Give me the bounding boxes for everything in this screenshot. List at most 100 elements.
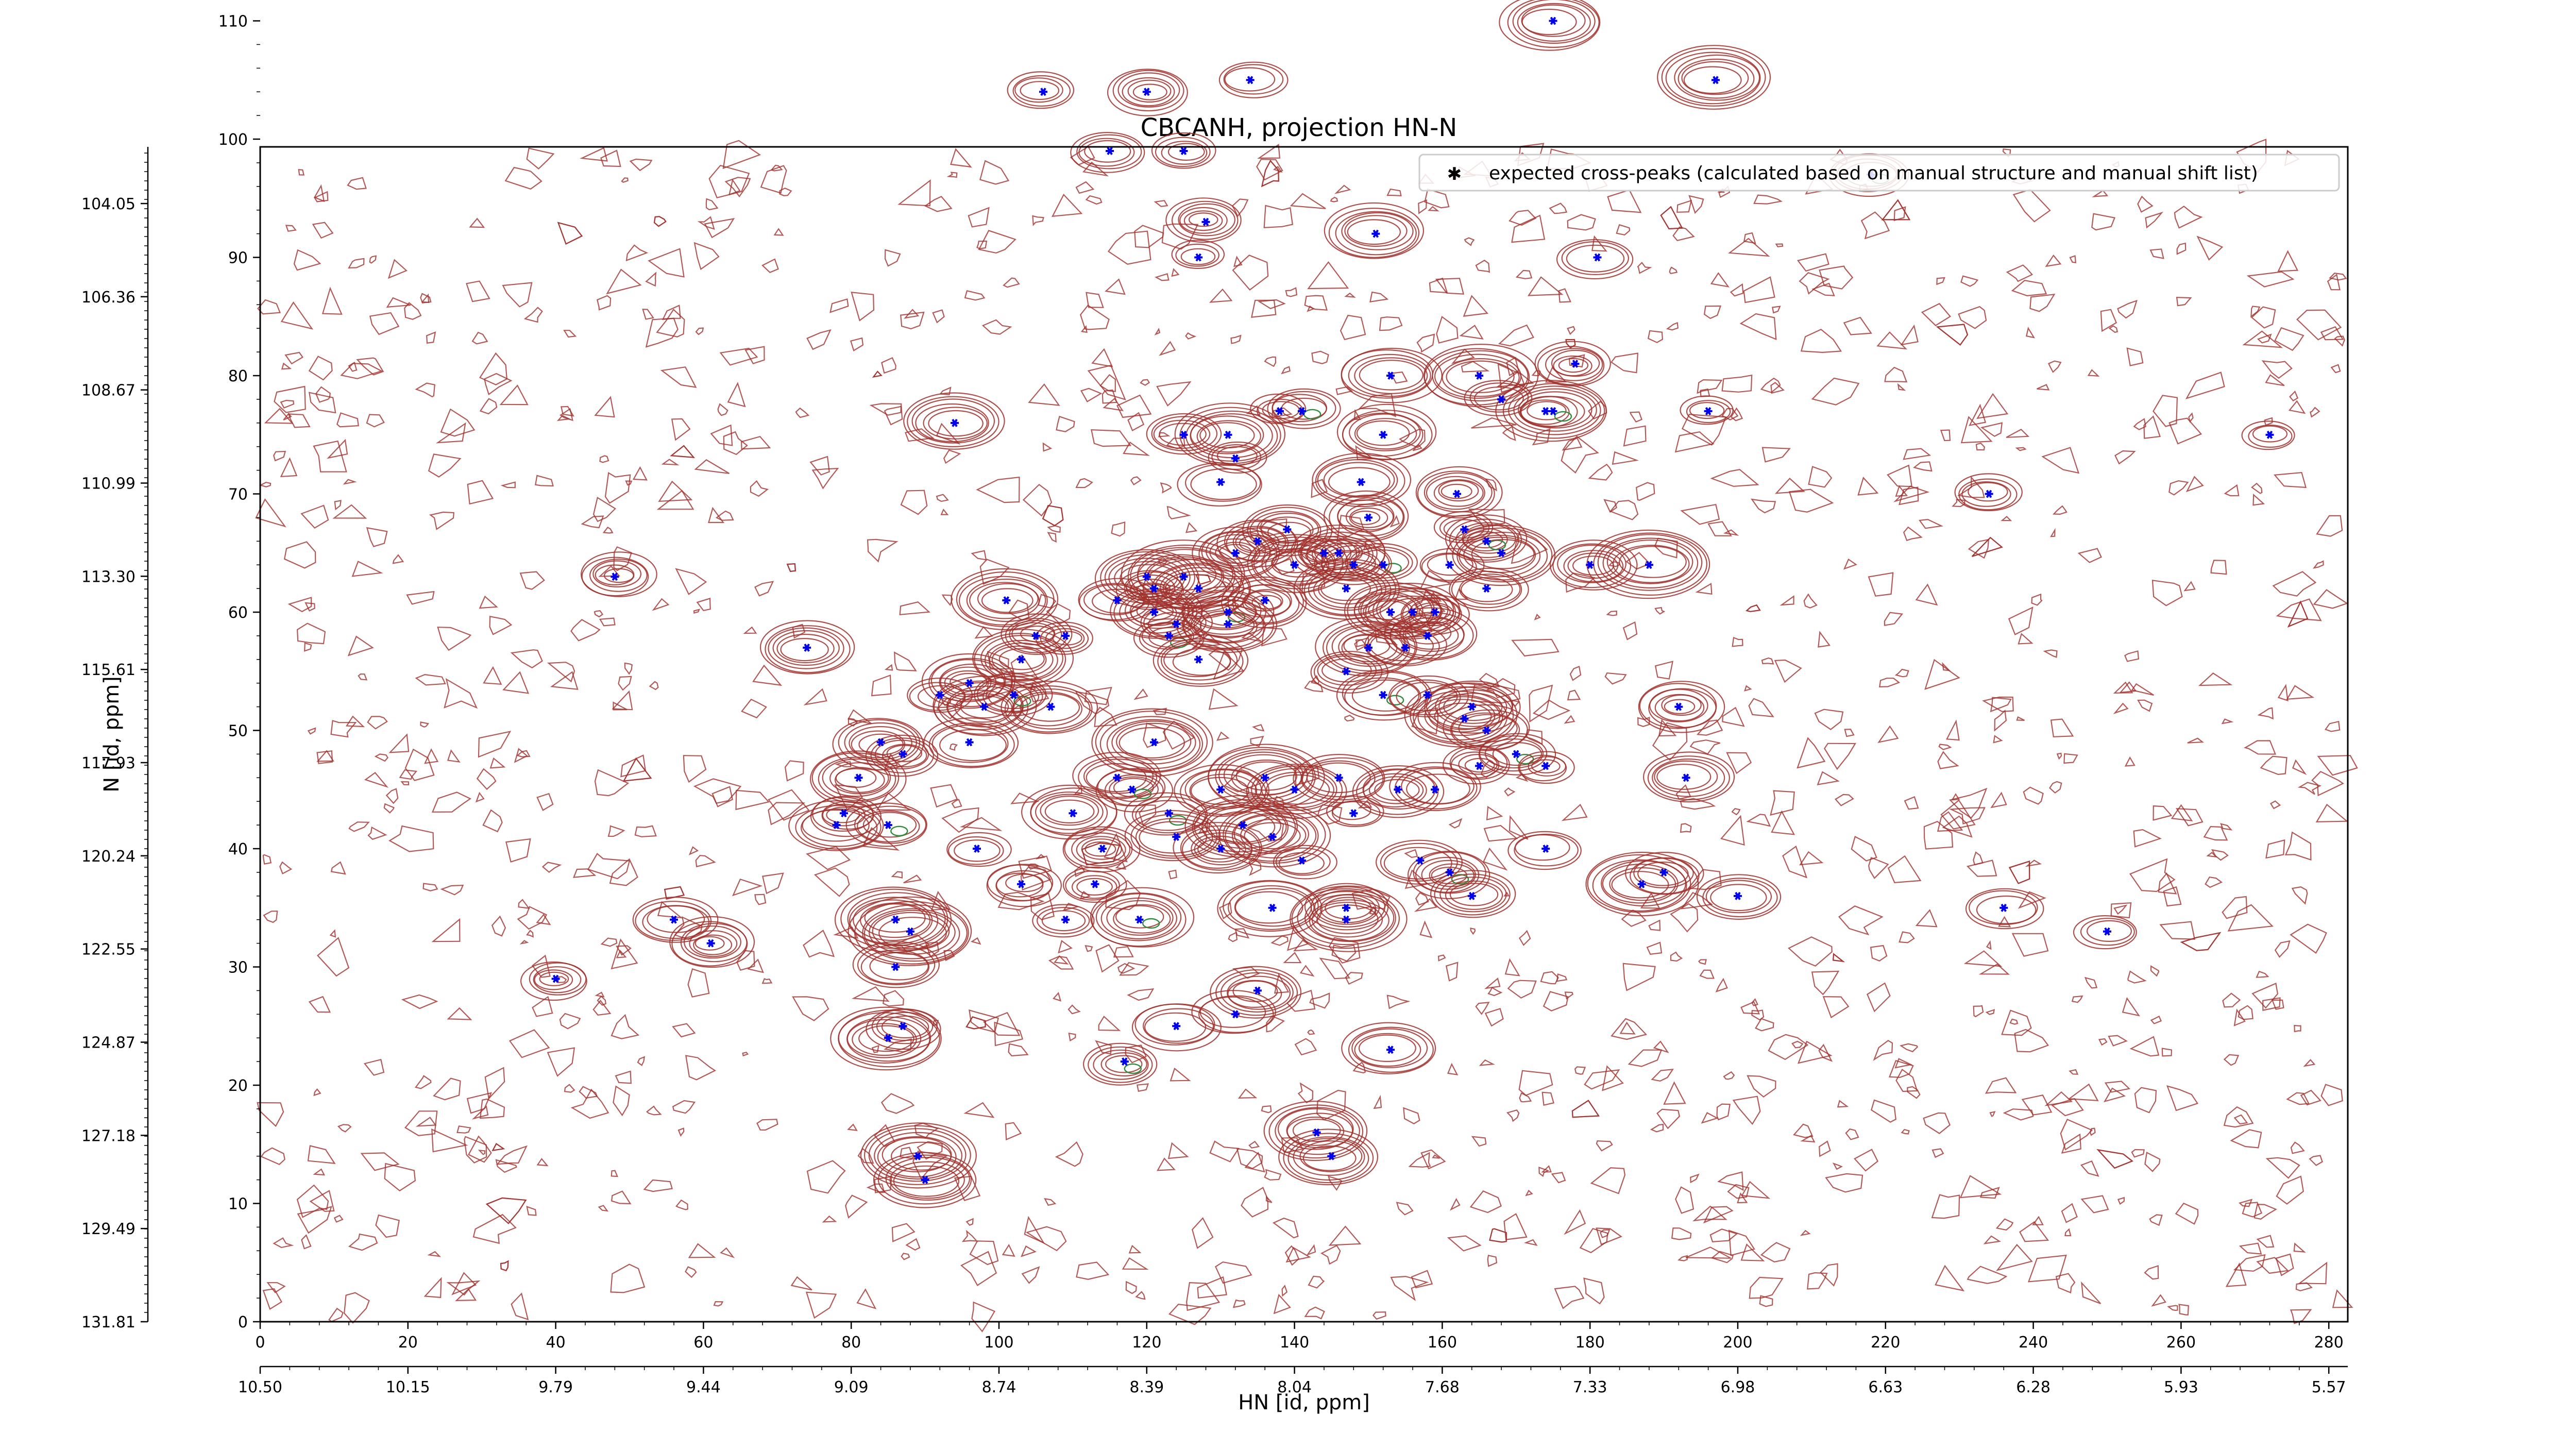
peak-marker <box>1364 643 1372 652</box>
peak-contour <box>923 407 988 440</box>
peak-contour <box>1072 751 1161 800</box>
peak-contour <box>1458 754 1498 775</box>
noise-contour <box>1241 1187 1269 1218</box>
noise-contour <box>2288 400 2306 414</box>
noise-contour <box>936 494 949 502</box>
y-ppm-tick-label: 115.61 <box>81 661 135 679</box>
noise-contour <box>2256 1235 2275 1248</box>
noise-contour <box>954 1175 981 1201</box>
peak-contour <box>1178 203 1236 237</box>
noise-contour <box>2277 684 2289 702</box>
peak-marker <box>1268 903 1277 912</box>
noise-contour <box>1399 428 1426 448</box>
noise-contour <box>1803 593 1818 609</box>
negative-contour <box>890 825 908 837</box>
peak-contour <box>1324 202 1425 259</box>
noise-contour <box>611 1170 619 1177</box>
peak-contour <box>1275 847 1331 876</box>
noise-contour <box>1750 498 1776 514</box>
peak-marker <box>1423 690 1432 699</box>
noise-contour <box>356 357 384 376</box>
noise-contour <box>2166 1085 2199 1111</box>
noise-contour <box>1976 393 2009 419</box>
noise-contour <box>431 1128 468 1153</box>
noise-contour <box>2150 1015 2162 1024</box>
noise-contour <box>752 664 783 686</box>
noise-contour <box>1793 1123 1814 1138</box>
peak-marker <box>1453 490 1462 498</box>
noise-contour <box>687 968 710 998</box>
peak-contour <box>874 1132 963 1180</box>
noise-contour <box>1127 988 1155 1001</box>
noise-contour <box>867 538 899 563</box>
noise-contour <box>1379 316 1403 331</box>
noise-contour <box>2124 756 2136 767</box>
noise-contour <box>2221 718 2234 724</box>
noise-contour <box>2294 1024 2301 1033</box>
noise-contour <box>2238 1005 2253 1020</box>
noise-contour <box>2251 306 2276 329</box>
peak-contour <box>1115 905 1164 929</box>
noise-contour <box>1889 1059 1914 1078</box>
noise-contour <box>2257 333 2272 344</box>
noise-contour <box>2023 786 2044 805</box>
noise-contour <box>1663 1081 1686 1105</box>
peak-contour <box>534 969 573 990</box>
noise-contour <box>1125 1280 1137 1294</box>
noise-contour <box>1523 1239 1538 1246</box>
peak-marker <box>1179 572 1188 581</box>
noise-contour <box>1656 1108 1681 1130</box>
noise-contour <box>483 666 502 685</box>
noise-contour <box>1819 1140 1831 1157</box>
noise-contour <box>2027 1254 2067 1283</box>
noise-contour <box>1692 1205 1727 1222</box>
peak-marker <box>1423 631 1432 640</box>
peak-contour <box>930 659 1006 702</box>
noise-contour <box>1307 1029 1315 1035</box>
peak-marker <box>1475 372 1484 380</box>
noise-contour <box>1894 1058 1913 1069</box>
peak-contour <box>1251 595 1282 610</box>
noise-contour <box>1002 1243 1015 1257</box>
peak-contour <box>1244 591 1283 612</box>
peak-contour <box>1439 877 1507 913</box>
peak-marker <box>670 915 678 924</box>
peak-marker <box>921 1175 929 1184</box>
peak-contour <box>1954 473 2023 512</box>
noise-contour <box>732 878 763 897</box>
noise-contour <box>1825 1173 1863 1193</box>
peak-marker <box>951 418 959 427</box>
peak-contour <box>1318 574 1378 605</box>
noise-contour <box>2309 1155 2323 1166</box>
noise-contour <box>296 622 326 645</box>
noise-contour <box>2167 1305 2178 1311</box>
peak-contour <box>1004 685 1093 733</box>
noise-contour <box>1042 504 1064 527</box>
noise-contour <box>1727 1184 1750 1199</box>
noise-contour <box>1046 603 1071 625</box>
noise-contour <box>1915 909 1938 928</box>
noise-contour <box>404 748 435 781</box>
peak-contour <box>1117 72 1180 108</box>
peak-contour <box>1341 212 1414 250</box>
noise-contour <box>979 160 1010 185</box>
noise-contour <box>2127 970 2147 984</box>
noise-contour <box>1753 194 1783 205</box>
peak-marker <box>980 702 989 711</box>
peak-contour <box>1184 795 1298 858</box>
peak-marker <box>1150 738 1159 747</box>
x-ppm-axis: 10.50 10.15 9.79 9.44 9.09 8.74 8.39 8.04 7.68 7.… <box>238 1366 2348 1396</box>
noise-contour <box>1185 332 1197 340</box>
noise-contour <box>573 868 597 878</box>
noise-contour <box>1623 425 1647 447</box>
noise-contour <box>1709 1228 1738 1242</box>
peak-marker <box>1549 407 1557 415</box>
peak-contour <box>1344 215 1408 247</box>
noise-contour <box>1233 256 1243 267</box>
peak-contour <box>768 627 844 669</box>
noise-contour <box>880 1093 915 1114</box>
noise-contour <box>274 385 306 413</box>
noise-contour <box>313 440 347 473</box>
noise-contour <box>1980 1187 2000 1199</box>
noise-contour <box>2117 1197 2125 1205</box>
